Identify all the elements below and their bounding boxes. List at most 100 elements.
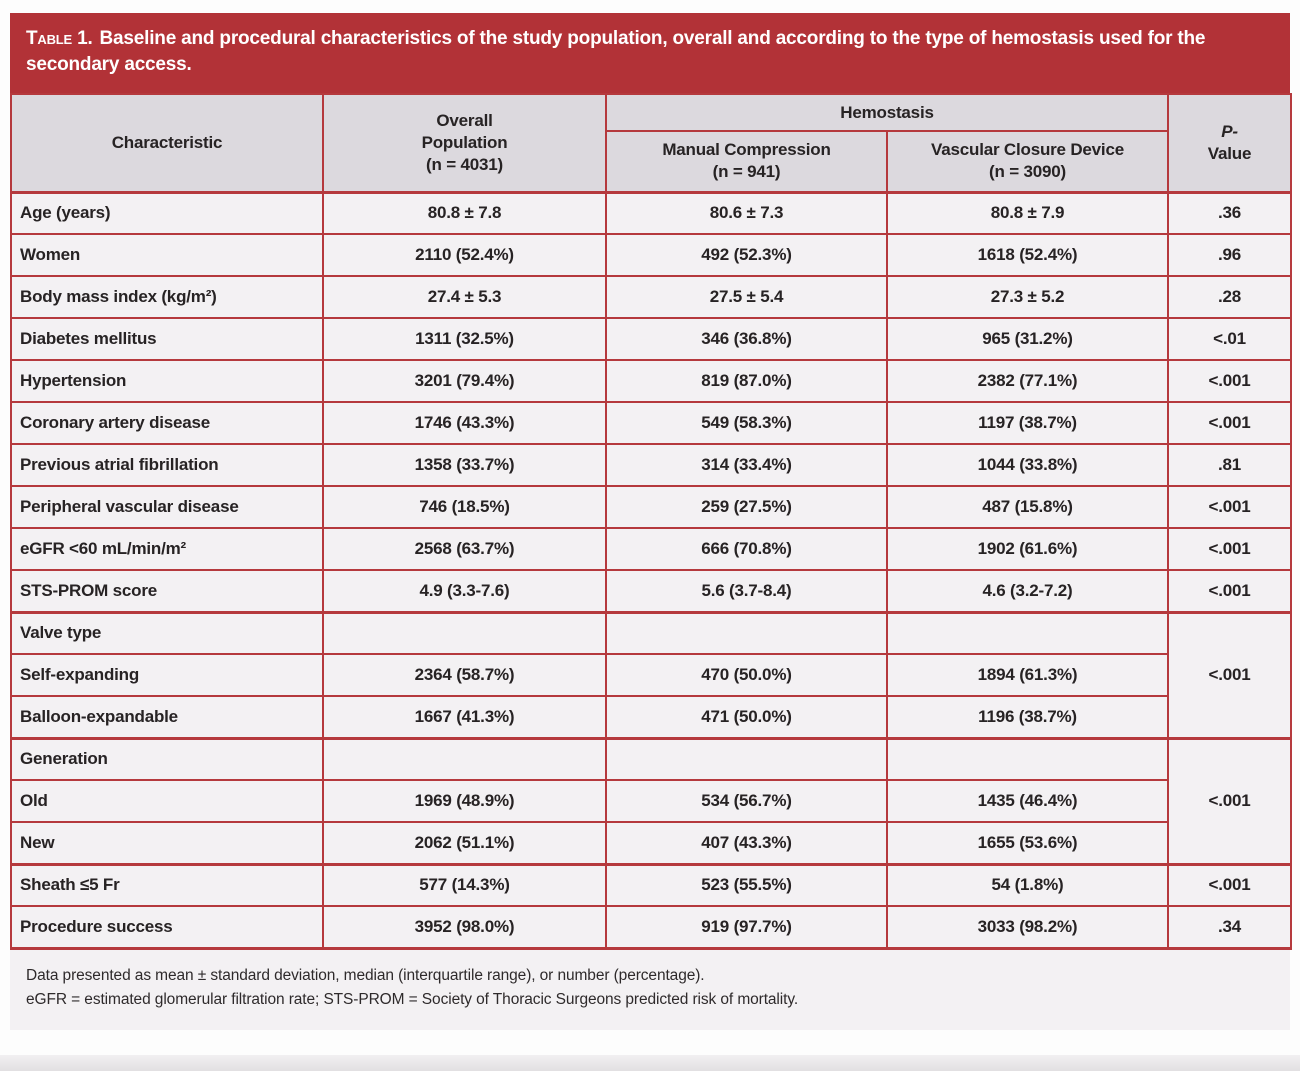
p-value-word: Value: [1207, 143, 1252, 163]
overall-value: 2364 (58.7%): [322, 653, 607, 697]
table-row-sts-prom: STS-PROM score 4.9 (3.3-7.6) 5.6 (3.7-8.…: [10, 569, 1292, 613]
manual-compression-value: 80.6 ± 7.3: [605, 190, 888, 235]
p-value: <.001: [1167, 485, 1292, 529]
vascular-closure-value: 1618 (52.4%): [886, 233, 1169, 277]
manual-compression-value: 470 (50.0%): [605, 653, 888, 697]
table-row-procedure-success: Procedure success 3952 (98.0%) 919 (97.7…: [10, 905, 1292, 949]
row-label: Coronary artery disease: [10, 401, 324, 445]
vascular-closure-value: 1044 (33.8%): [886, 443, 1169, 487]
overall-value: 80.8 ± 7.8: [322, 190, 607, 235]
overall-value: 1969 (48.9%): [322, 779, 607, 823]
overall-value: 27.4 ± 5.3: [322, 275, 607, 319]
row-label: Valve type: [10, 610, 324, 655]
overall-value: 1667 (41.3%): [322, 695, 607, 739]
row-label: Generation: [10, 736, 324, 781]
empty-cell: [322, 610, 607, 655]
overall-value: 2568 (63.7%): [322, 527, 607, 571]
table-body: Age (years) 80.8 ± 7.8 80.6 ± 7.3 80.8 ±…: [10, 190, 1292, 949]
manual-compression-value: 259 (27.5%): [605, 485, 888, 529]
p-value: <.001: [1167, 527, 1292, 571]
manual-compression-value: 534 (56.7%): [605, 779, 888, 823]
vascular-closure-value: 965 (31.2%): [886, 317, 1169, 361]
vascular-closure-value: 1894 (61.3%): [886, 653, 1169, 697]
row-label: Self-expanding: [10, 653, 324, 697]
table-row-peripheral-vascular-disease: Peripheral vascular disease 746 (18.5%) …: [10, 485, 1292, 529]
table-row-generation-group: Generation <.001: [10, 736, 1292, 865]
overall-value: 2110 (52.4%): [322, 233, 607, 277]
table-caption-text: Baseline and procedural characteristics …: [26, 28, 1206, 75]
col-header-overall-population: Overall Population (n = 4031): [322, 93, 607, 193]
row-label: Women: [10, 233, 324, 277]
table-row-atrial-fibrillation: Previous atrial fibrillation 1358 (33.7%…: [10, 443, 1292, 487]
vascular-closure-value: 1902 (61.6%): [886, 527, 1169, 571]
overall-value: 2062 (51.1%): [322, 821, 607, 865]
col-header-hemostasis: Hemostasis: [605, 93, 1169, 132]
vascular-closure-value: 80.8 ± 7.9: [886, 190, 1169, 235]
p-value: .36: [1167, 190, 1292, 235]
table-row-coronary-artery-disease: Coronary artery disease 1746 (43.3%) 549…: [10, 401, 1292, 445]
manual-compression-value: 5.6 (3.7-8.4): [605, 569, 888, 613]
p-value: <.001: [1167, 359, 1292, 403]
manual-compression-value: 27.5 ± 5.4: [605, 275, 888, 319]
col-header-vascular-closure-device: Vascular Closure Device (n = 3090): [886, 130, 1169, 193]
col-header-p-value: P- Value: [1167, 93, 1292, 193]
overall-value: 3201 (79.4%): [322, 359, 607, 403]
table-row-diabetes: Diabetes mellitus 1311 (32.5%) 346 (36.8…: [10, 317, 1292, 361]
row-label: Sheath ≤5 Fr: [10, 862, 324, 907]
manual-compression-value: 819 (87.0%): [605, 359, 888, 403]
vascular-closure-value: 27.3 ± 5.2: [886, 275, 1169, 319]
vascular-closure-value: 1197 (38.7%): [886, 401, 1169, 445]
empty-cell: [605, 736, 888, 781]
row-label: Age (years): [10, 190, 324, 235]
row-label: Hypertension: [10, 359, 324, 403]
row-label: Diabetes mellitus: [10, 317, 324, 361]
characteristics-table: Characteristic Overall Population (n = 4…: [10, 93, 1292, 950]
table-row-old-generation: Old 1969 (48.9%) 534 (56.7%) 1435 (46.4%…: [10, 779, 1291, 823]
p-value-italic-p: P-: [1221, 121, 1238, 141]
p-value: <.001: [1167, 569, 1292, 613]
row-label: eGFR <60 mL/min/m²: [10, 527, 324, 571]
overall-value: 1746 (43.3%): [322, 401, 607, 445]
manual-compression-value: 407 (43.3%): [605, 821, 888, 865]
p-value: .34: [1167, 905, 1292, 949]
vascular-closure-value: 4.6 (3.2-7.2): [886, 569, 1169, 613]
vascular-closure-value: 3033 (98.2%): [886, 905, 1169, 949]
empty-cell: [886, 610, 1169, 655]
footnote-data-presentation: Data presented as mean ± standard deviat…: [26, 966, 705, 984]
overall-value: 1311 (32.5%): [322, 317, 607, 361]
vascular-closure-value: 2382 (77.1%): [886, 359, 1169, 403]
table-row-egfr: eGFR <60 mL/min/m² 2568 (63.7%) 666 (70.…: [10, 527, 1292, 571]
col-header-characteristic: Characteristic: [10, 93, 324, 193]
vascular-closure-value: 1196 (38.7%): [886, 695, 1169, 739]
table-number-label: Table 1.: [26, 28, 93, 49]
table-row-women: Women 2110 (52.4%) 492 (52.3%) 1618 (52.…: [10, 233, 1292, 277]
row-label: New: [10, 821, 324, 865]
table-row-valve-type-group: Valve type <.001: [10, 610, 1292, 739]
empty-cell: [886, 736, 1169, 781]
manual-compression-value: 549 (58.3%): [605, 401, 888, 445]
p-value: .28: [1167, 275, 1292, 319]
row-label: Body mass index (kg/m²): [10, 275, 324, 319]
row-label: Procedure success: [10, 905, 324, 949]
row-label: STS-PROM score: [10, 569, 324, 613]
table-row-age: Age (years) 80.8 ± 7.8 80.6 ± 7.3 80.8 ±…: [10, 190, 1292, 235]
empty-cell: [322, 736, 607, 781]
manual-compression-value: 492 (52.3%): [605, 233, 888, 277]
manual-compression-value: 471 (50.0%): [605, 695, 888, 739]
table-row-balloon-expandable: Balloon-expandable 1667 (41.3%) 471 (50.…: [10, 695, 1291, 739]
p-value: .81: [1167, 443, 1292, 487]
table-header: Characteristic Overall Population (n = 4…: [10, 93, 1292, 193]
table-row-hypertension: Hypertension 3201 (79.4%) 819 (87.0%) 23…: [10, 359, 1292, 403]
manual-compression-value: 346 (36.8%): [605, 317, 888, 361]
overall-value: 3952 (98.0%): [322, 905, 607, 949]
row-label: Balloon-expandable: [10, 695, 324, 739]
col-header-manual-compression: Manual Compression (n = 941): [605, 130, 888, 193]
footnote-abbreviations: eGFR = estimated glomerular filtration r…: [26, 990, 799, 1008]
overall-value: 577 (14.3%): [322, 862, 607, 907]
vascular-closure-value: 487 (15.8%): [886, 485, 1169, 529]
vascular-closure-value: 54 (1.8%): [886, 862, 1169, 907]
manual-compression-value: 523 (55.5%): [605, 862, 888, 907]
table-row-self-expanding: Self-expanding 2364 (58.7%) 470 (50.0%) …: [10, 653, 1291, 697]
overall-value: 1358 (33.7%): [322, 443, 607, 487]
table-caption-banner: Table 1. Baseline and procedural characte…: [10, 13, 1290, 93]
